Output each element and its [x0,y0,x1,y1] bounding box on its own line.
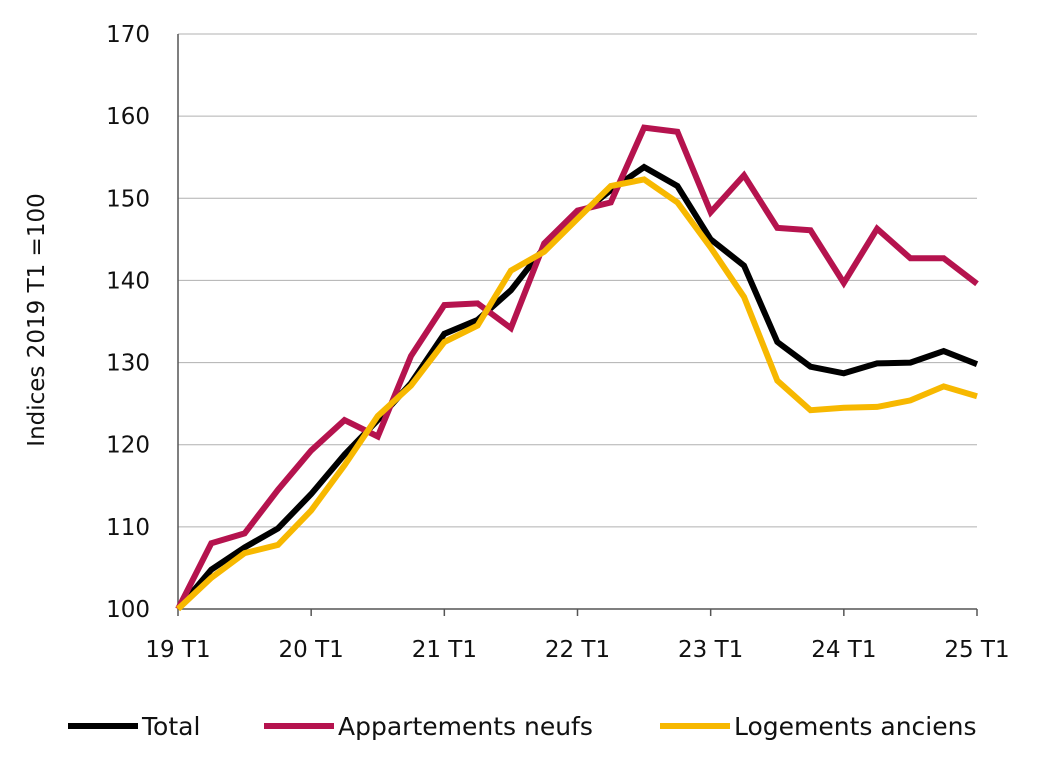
y-tick-label: 100 [106,597,150,623]
legend-label: Total [141,712,200,741]
series-lines [175,124,979,612]
x-tick-label: 24 T1 [811,637,876,663]
legend: Total Appartements neufs Logements anciens [68,712,977,741]
y-tick-label: 110 [106,515,150,541]
gridlines [178,33,977,528]
series-line-2 [175,176,978,612]
legend-label: Appartements neufs [338,712,593,741]
y-tick-label: 150 [106,186,150,212]
series-line-1 [175,124,979,611]
y-tick-label: 130 [106,351,150,377]
axes [177,34,978,616]
x-tick-label: 25 T1 [944,637,1009,663]
y-tick-label: 160 [106,104,150,130]
x-tick-label: 20 T1 [279,637,344,663]
y-tick-label: 140 [106,268,150,294]
y-tick-label: 120 [106,433,150,459]
y-axis-label: Indices 2019 T1 =100 [24,193,50,446]
x-tick-label: 23 T1 [678,637,743,663]
x-tick-label: 22 T1 [545,637,610,663]
y-tick-label: 170 [106,22,150,48]
series-line-0 [175,163,979,611]
x-tick-label: 19 T1 [145,637,210,663]
x-tick-label: 21 T1 [412,637,477,663]
legend-label: Logements anciens [734,712,977,741]
tick-labels: 100 110 120 130 140 150 160 170 19 T1 20 T1 21 T1 2… [106,22,1010,663]
